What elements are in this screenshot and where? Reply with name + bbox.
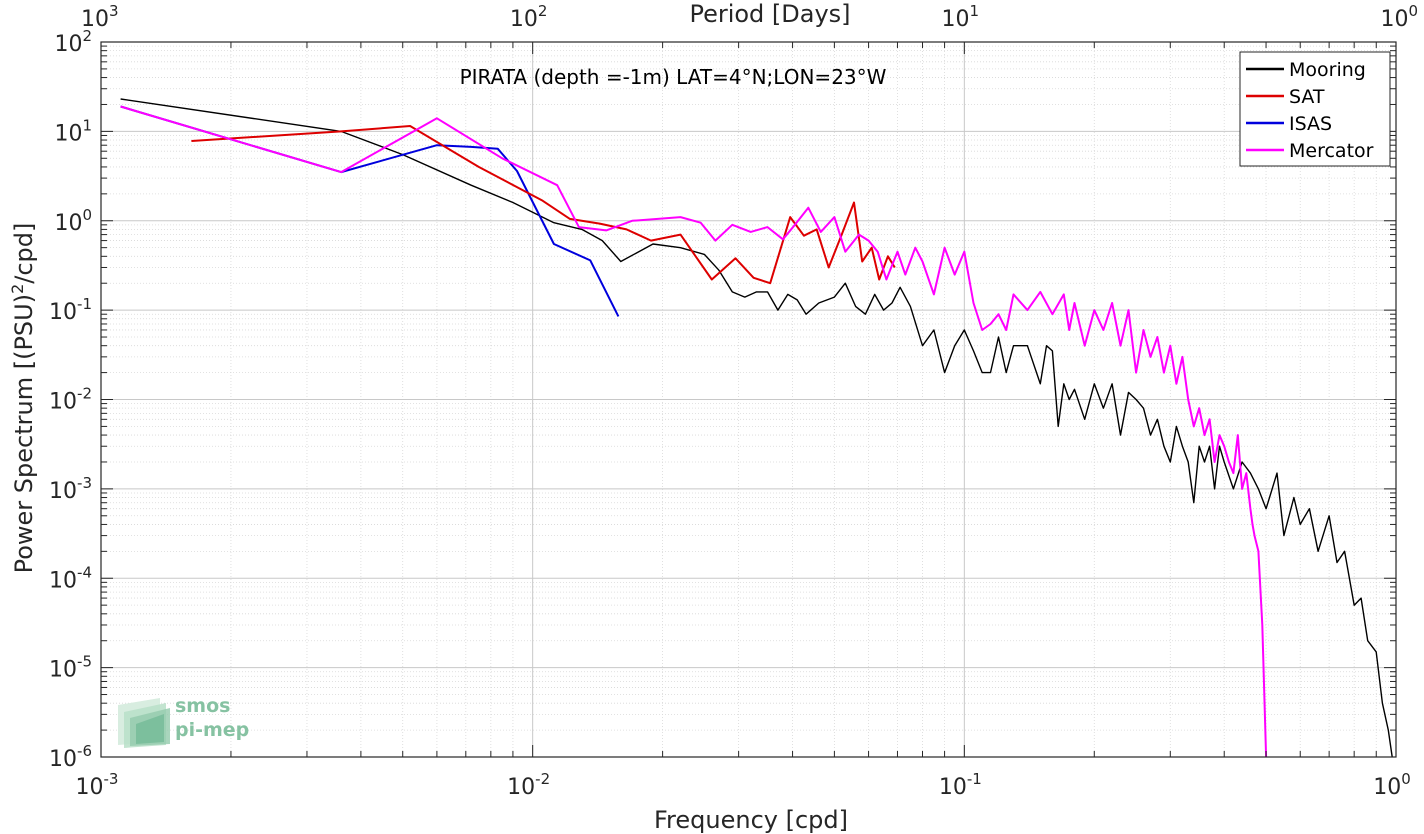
y-tick-label: 101 — [54, 116, 92, 146]
legend-label-isas: ISAS — [1289, 113, 1332, 135]
y-axis-label: Power Spectrum [(PSU)2/cpd] — [8, 223, 39, 574]
x-tick-label: 10-3 — [76, 770, 119, 800]
y-tick-label: 100 — [54, 206, 92, 236]
y-tick-label: 10-3 — [49, 474, 92, 504]
y-tick-label: 10-5 — [49, 653, 92, 683]
top-tick-label: 103 — [81, 2, 119, 32]
legend-label-mooring: Mooring — [1289, 59, 1366, 81]
y-tick-label: 10-6 — [49, 742, 92, 772]
y-tick-label: 10-1 — [49, 295, 92, 325]
x-tick-label: 10-2 — [507, 770, 550, 800]
y-tick-label: 10-2 — [49, 385, 92, 415]
legend-label-mercator: Mercator — [1289, 140, 1374, 162]
x-tick-label: 100 — [1373, 770, 1411, 800]
y-tick-labels: 102 101 100 10-1 10-2 10-3 10-4 10-5 10-6 — [49, 27, 92, 772]
x-axis-label: Frequency [cpd] — [654, 806, 848, 834]
y-axis-label-sup: 2 — [8, 284, 27, 294]
y-tick-label: 10-4 — [49, 563, 92, 593]
series-line-mooring — [120, 98, 1393, 758]
chart-title: PIRATA (depth =-1m) LAT=4°N;LON=23°W — [460, 65, 887, 89]
series-layer — [120, 98, 1393, 758]
legend-label-sat: SAT — [1289, 86, 1325, 108]
x-tick-labels: 10-3 10-2 10-1 100 — [76, 770, 1411, 800]
top-tick-labels: 103 102 101 100 — [81, 2, 1418, 32]
logo-text-pi-mep: pi-mep — [175, 719, 249, 741]
series-line-sat — [191, 125, 896, 285]
logo-text-smos: smos — [175, 695, 230, 717]
series-line-mercator — [120, 105, 1268, 758]
top-axis-label: Period [Days] — [689, 0, 850, 28]
legend-box — [1239, 51, 1391, 167]
top-tick-label: 101 — [942, 2, 980, 32]
top-tick-label: 100 — [1380, 2, 1418, 32]
y-axis-label-main: Power Spectrum [(PSU) — [10, 294, 38, 573]
legend: Mooring SAT ISAS Mercator — [1239, 51, 1391, 167]
top-tick-label: 102 — [510, 2, 548, 32]
smos-pi-mep-logo: smos pi-mep — [118, 695, 249, 748]
x-tick-label: 10-1 — [939, 770, 982, 800]
tick-marks — [100, 41, 1397, 758]
y-axis-label-tail: /cpd] — [10, 223, 38, 284]
y-tick-label: 102 — [54, 27, 92, 57]
series-line-isas — [120, 105, 620, 317]
logo-waves-icon — [118, 698, 170, 748]
